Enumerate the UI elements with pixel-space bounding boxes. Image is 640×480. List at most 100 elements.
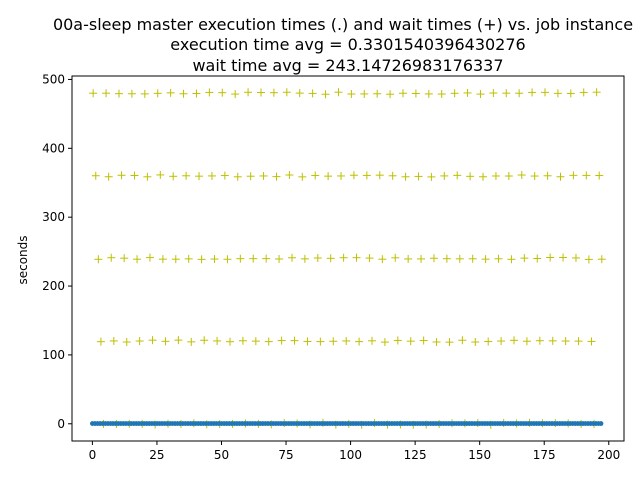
wait-point bbox=[223, 255, 232, 264]
wait-point bbox=[326, 254, 335, 263]
plot-frame bbox=[71, 75, 625, 442]
x-tick-label: 0 bbox=[89, 448, 97, 462]
wait-point bbox=[556, 172, 565, 181]
wait-point bbox=[135, 337, 144, 346]
wait-point bbox=[127, 89, 136, 98]
wait-point bbox=[497, 337, 506, 346]
wait-point bbox=[489, 89, 498, 98]
wait-point bbox=[256, 88, 265, 97]
wait-point bbox=[380, 338, 389, 347]
wait-point bbox=[89, 89, 98, 98]
wait-point bbox=[290, 336, 299, 345]
wait-point bbox=[233, 172, 242, 181]
wait-point bbox=[117, 171, 126, 180]
wait-point bbox=[401, 172, 410, 181]
wait-point bbox=[156, 170, 165, 179]
y-tick-label: 200 bbox=[42, 279, 65, 293]
wait-point bbox=[419, 336, 428, 345]
wait-point bbox=[143, 172, 152, 181]
wait-point bbox=[437, 90, 446, 99]
wait-point bbox=[269, 88, 278, 97]
x-tick-label: 125 bbox=[404, 448, 427, 462]
wait-point bbox=[220, 171, 229, 180]
wait-point bbox=[510, 336, 519, 345]
wait-point bbox=[479, 172, 488, 181]
wait-point bbox=[169, 172, 178, 181]
wait-point bbox=[360, 89, 369, 98]
wait-point bbox=[94, 255, 103, 264]
wait-point bbox=[207, 171, 216, 180]
wait-point bbox=[468, 254, 477, 263]
wait-point bbox=[566, 89, 575, 98]
wait-point bbox=[277, 336, 286, 345]
wait-point bbox=[574, 337, 583, 346]
wait-point bbox=[285, 170, 294, 179]
wait-point bbox=[484, 337, 493, 346]
y-tick-label: 300 bbox=[42, 210, 65, 224]
wait-point bbox=[308, 89, 317, 98]
wait-point bbox=[275, 254, 284, 263]
wait-point bbox=[272, 172, 281, 181]
wait-point bbox=[440, 171, 449, 180]
chart-title: 00a-sleep master execution times (.) and… bbox=[53, 15, 633, 75]
wait-point bbox=[295, 89, 304, 98]
y-tick-label: 0 bbox=[57, 417, 65, 431]
x-tick-label: 75 bbox=[278, 448, 293, 462]
wait-point bbox=[378, 255, 387, 264]
x-tick-label: 150 bbox=[468, 448, 491, 462]
wait-point bbox=[471, 338, 480, 347]
wait-point bbox=[316, 337, 325, 346]
wait-point bbox=[546, 253, 555, 262]
wait-point bbox=[238, 336, 247, 345]
wait-point bbox=[334, 88, 343, 97]
wait-point bbox=[197, 255, 206, 264]
x-tick-label: 175 bbox=[533, 448, 556, 462]
wait-point bbox=[375, 171, 384, 180]
chart-title-line-2: execution time avg = 0.3301540396430276 bbox=[170, 35, 525, 54]
wait-point bbox=[507, 255, 516, 264]
wait-point bbox=[569, 171, 578, 180]
wait-point bbox=[182, 171, 191, 180]
wait-point bbox=[264, 337, 273, 346]
wait-point bbox=[329, 337, 338, 346]
wait-point bbox=[515, 89, 524, 98]
wait-point bbox=[491, 171, 500, 180]
wait-point bbox=[543, 171, 552, 180]
wait-point bbox=[192, 89, 201, 98]
wait-point bbox=[584, 255, 593, 264]
y-axis-label: seconds bbox=[16, 235, 30, 284]
wait-point bbox=[442, 254, 451, 263]
wait-point bbox=[153, 89, 162, 98]
wait-point bbox=[195, 172, 204, 181]
wait-point bbox=[120, 254, 129, 263]
wait-point bbox=[517, 171, 526, 180]
wait-point bbox=[388, 171, 397, 180]
wait-point bbox=[592, 88, 601, 97]
wait-point bbox=[540, 88, 549, 97]
wait-point bbox=[535, 336, 544, 345]
chart-title-line-1: 00a-sleep master execution times (.) and… bbox=[53, 15, 633, 34]
wait-point bbox=[368, 336, 377, 345]
wait-point bbox=[321, 90, 330, 99]
chart-title-line-3: wait time avg = 243.14726983176337 bbox=[192, 56, 503, 75]
wait-point bbox=[453, 171, 462, 180]
wait-point bbox=[313, 254, 322, 263]
wait-point bbox=[530, 172, 539, 181]
x-tick-label: 25 bbox=[149, 448, 164, 462]
wait-point bbox=[445, 338, 454, 347]
wait-point bbox=[282, 88, 291, 97]
wait-point bbox=[595, 171, 604, 180]
wait-point bbox=[476, 90, 485, 99]
wait-point bbox=[365, 254, 374, 263]
wait-point bbox=[200, 336, 209, 345]
wait-point bbox=[91, 171, 100, 180]
wait-point bbox=[184, 254, 193, 263]
wait-point bbox=[179, 89, 188, 98]
wait-point bbox=[246, 172, 255, 181]
wait-point bbox=[481, 255, 490, 264]
wait-point bbox=[174, 336, 183, 345]
wait-point bbox=[104, 172, 113, 181]
wait-point bbox=[553, 89, 562, 98]
wait-point bbox=[347, 89, 356, 98]
